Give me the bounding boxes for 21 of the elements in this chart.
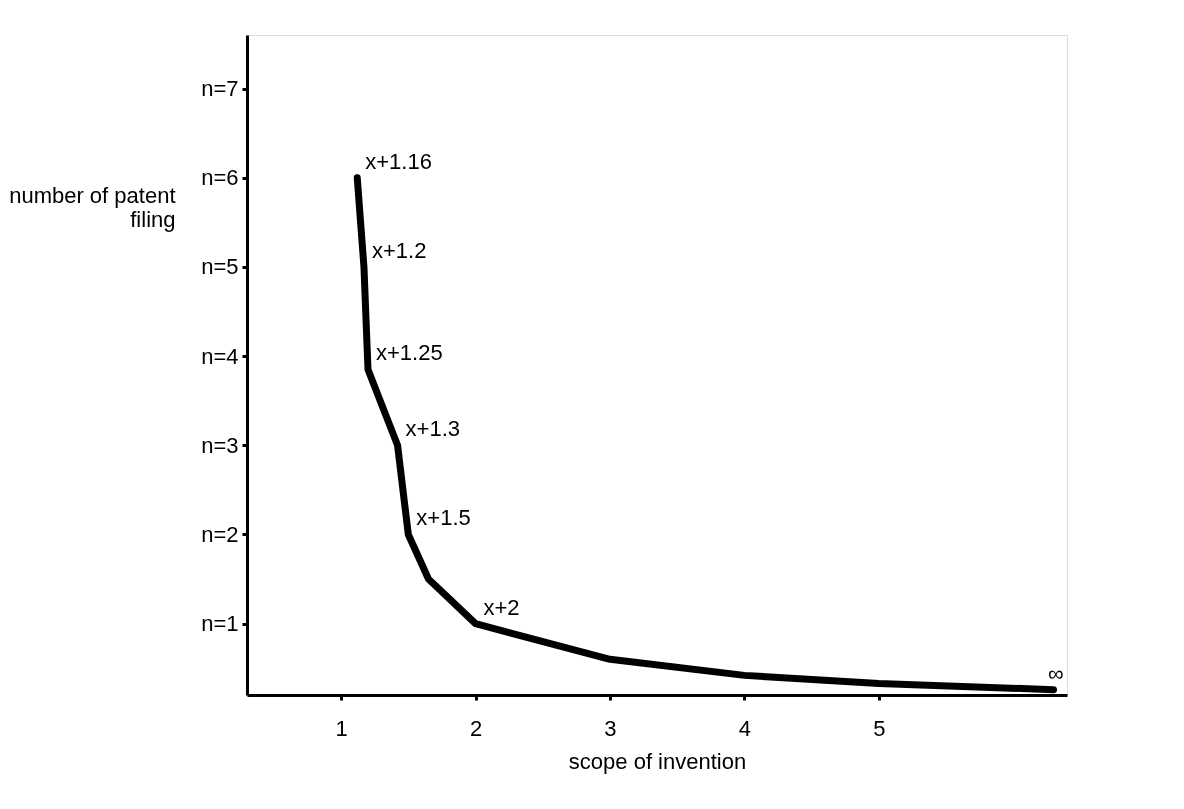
y-tick-label: n=5 bbox=[201, 254, 239, 280]
y-tick-label: n=4 bbox=[201, 343, 239, 369]
x-tick-label: 4 bbox=[738, 715, 751, 741]
annotation: x+1.25 bbox=[375, 340, 443, 366]
x-tick-label: 2 bbox=[469, 715, 483, 741]
y-axis-title: number of patent filing bbox=[9, 182, 176, 232]
y-tick-label: n=3 bbox=[201, 432, 239, 458]
x-tick-label: 3 bbox=[604, 715, 617, 741]
annotation: x+1.2 bbox=[371, 237, 427, 263]
y-tick-label: n=1 bbox=[201, 611, 239, 637]
x-tick-label: 5 bbox=[873, 715, 886, 741]
annotation: ∞ bbox=[1048, 660, 1064, 686]
y-tick-label: n=6 bbox=[201, 165, 239, 191]
annotation: x+1.3 bbox=[405, 416, 460, 442]
annotation: x+2 bbox=[483, 594, 520, 620]
annotation: x+1.16 bbox=[365, 148, 432, 174]
x-axis-title: scope of invention bbox=[568, 748, 747, 774]
y-tick-label: n=2 bbox=[201, 521, 239, 547]
x-tick-label: 1 bbox=[335, 715, 348, 741]
y-tick-label: n=7 bbox=[201, 76, 239, 102]
annotation: x+1.5 bbox=[416, 505, 471, 531]
